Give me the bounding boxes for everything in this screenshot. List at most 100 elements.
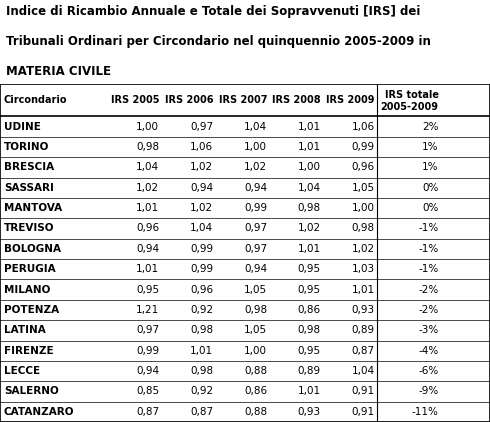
Text: 1,00: 1,00 <box>352 203 375 213</box>
Text: 1,04: 1,04 <box>190 224 213 233</box>
Text: IRS 2009: IRS 2009 <box>326 95 375 106</box>
Text: FIRENZE: FIRENZE <box>4 346 53 356</box>
Text: 0,98: 0,98 <box>190 366 213 376</box>
Text: 0,97: 0,97 <box>244 224 267 233</box>
Text: 1,01: 1,01 <box>352 284 375 295</box>
Text: 1,00: 1,00 <box>136 122 159 132</box>
Text: MATERIA CIVILE: MATERIA CIVILE <box>6 65 111 78</box>
Text: -1%: -1% <box>418 264 439 274</box>
Text: 1,05: 1,05 <box>244 284 267 295</box>
Text: -11%: -11% <box>412 407 439 417</box>
Text: -2%: -2% <box>418 305 439 315</box>
Text: IRS 2005: IRS 2005 <box>111 95 159 106</box>
Text: -9%: -9% <box>418 387 439 396</box>
Text: 0,94: 0,94 <box>136 244 159 254</box>
Text: IRS 2007: IRS 2007 <box>219 95 267 106</box>
Text: 0,96: 0,96 <box>136 224 159 233</box>
Text: PERUGIA: PERUGIA <box>4 264 55 274</box>
Text: 2005-2009: 2005-2009 <box>381 103 439 113</box>
Text: LATINA: LATINA <box>4 325 46 335</box>
Text: IRS totale: IRS totale <box>385 89 439 100</box>
Text: MANTOVA: MANTOVA <box>4 203 62 213</box>
Text: -3%: -3% <box>418 325 439 335</box>
Text: BOLOGNA: BOLOGNA <box>4 244 61 254</box>
Text: 0%: 0% <box>422 183 439 193</box>
Text: 0,86: 0,86 <box>298 305 321 315</box>
Text: LECCE: LECCE <box>4 366 40 376</box>
Text: MILANO: MILANO <box>4 284 50 295</box>
Text: 1,00: 1,00 <box>244 346 267 356</box>
Text: 1,04: 1,04 <box>352 366 375 376</box>
Text: 0,99: 0,99 <box>190 244 213 254</box>
Text: 0,88: 0,88 <box>244 366 267 376</box>
Text: 1,21: 1,21 <box>136 305 159 315</box>
Text: -1%: -1% <box>418 244 439 254</box>
Text: 1,01: 1,01 <box>298 142 321 152</box>
Text: BRESCIA: BRESCIA <box>4 162 54 173</box>
Text: 0,98: 0,98 <box>190 325 213 335</box>
Text: -6%: -6% <box>418 366 439 376</box>
Text: 1,02: 1,02 <box>244 162 267 173</box>
Text: TREVISO: TREVISO <box>4 224 54 233</box>
Text: 0,88: 0,88 <box>244 407 267 417</box>
Text: Indice di Ricambio Annuale e Totale dei Sopravvenuti [IRS] dei: Indice di Ricambio Annuale e Totale dei … <box>6 5 420 18</box>
Text: 1,01: 1,01 <box>190 346 213 356</box>
Text: 0,86: 0,86 <box>244 387 267 396</box>
Text: 1,01: 1,01 <box>136 203 159 213</box>
Text: 0,95: 0,95 <box>298 284 321 295</box>
Text: 0,92: 0,92 <box>190 387 213 396</box>
Text: 0,99: 0,99 <box>352 142 375 152</box>
Text: 1,02: 1,02 <box>298 224 321 233</box>
Text: 1,01: 1,01 <box>298 244 321 254</box>
Text: 1,01: 1,01 <box>136 264 159 274</box>
Text: -1%: -1% <box>418 224 439 233</box>
Text: 1%: 1% <box>422 162 439 173</box>
Text: 0,95: 0,95 <box>298 264 321 274</box>
Text: 0,99: 0,99 <box>244 203 267 213</box>
Text: 1,04: 1,04 <box>244 122 267 132</box>
Text: IRS 2008: IRS 2008 <box>272 95 321 106</box>
Text: 1,06: 1,06 <box>352 122 375 132</box>
Text: 1,01: 1,01 <box>298 387 321 396</box>
Text: 0,93: 0,93 <box>352 305 375 315</box>
Text: IRS 2006: IRS 2006 <box>165 95 213 106</box>
Text: 0,97: 0,97 <box>244 244 267 254</box>
Text: 2%: 2% <box>422 122 439 132</box>
Text: 0,98: 0,98 <box>298 203 321 213</box>
Text: 0,97: 0,97 <box>190 122 213 132</box>
Text: 0,93: 0,93 <box>298 407 321 417</box>
Text: 0,98: 0,98 <box>352 224 375 233</box>
Text: 0,98: 0,98 <box>136 142 159 152</box>
Text: 1,04: 1,04 <box>298 183 321 193</box>
Text: 1,05: 1,05 <box>352 183 375 193</box>
Text: 1,02: 1,02 <box>190 203 213 213</box>
Text: UDINE: UDINE <box>4 122 41 132</box>
Text: 0,99: 0,99 <box>136 346 159 356</box>
Text: 0,87: 0,87 <box>190 407 213 417</box>
Text: 0,95: 0,95 <box>136 284 159 295</box>
Text: -4%: -4% <box>418 346 439 356</box>
Text: 1%: 1% <box>422 142 439 152</box>
Text: 1,02: 1,02 <box>190 162 213 173</box>
Text: 0,92: 0,92 <box>190 305 213 315</box>
Text: 0,95: 0,95 <box>298 346 321 356</box>
Text: 0,87: 0,87 <box>136 407 159 417</box>
Text: 0,96: 0,96 <box>190 284 213 295</box>
Text: 1,04: 1,04 <box>136 162 159 173</box>
Text: -2%: -2% <box>418 284 439 295</box>
Text: 0,87: 0,87 <box>352 346 375 356</box>
Text: 0%: 0% <box>422 203 439 213</box>
Text: 1,00: 1,00 <box>298 162 321 173</box>
Text: 0,89: 0,89 <box>352 325 375 335</box>
Text: POTENZA: POTENZA <box>4 305 59 315</box>
Text: 0,91: 0,91 <box>352 387 375 396</box>
Text: 1,05: 1,05 <box>244 325 267 335</box>
Text: 1,02: 1,02 <box>352 244 375 254</box>
Text: CATANZARO: CATANZARO <box>4 407 74 417</box>
Text: 1,02: 1,02 <box>136 183 159 193</box>
Text: 0,96: 0,96 <box>352 162 375 173</box>
Text: 0,94: 0,94 <box>136 366 159 376</box>
Text: 0,98: 0,98 <box>298 325 321 335</box>
Text: 0,94: 0,94 <box>244 183 267 193</box>
Text: 0,97: 0,97 <box>136 325 159 335</box>
